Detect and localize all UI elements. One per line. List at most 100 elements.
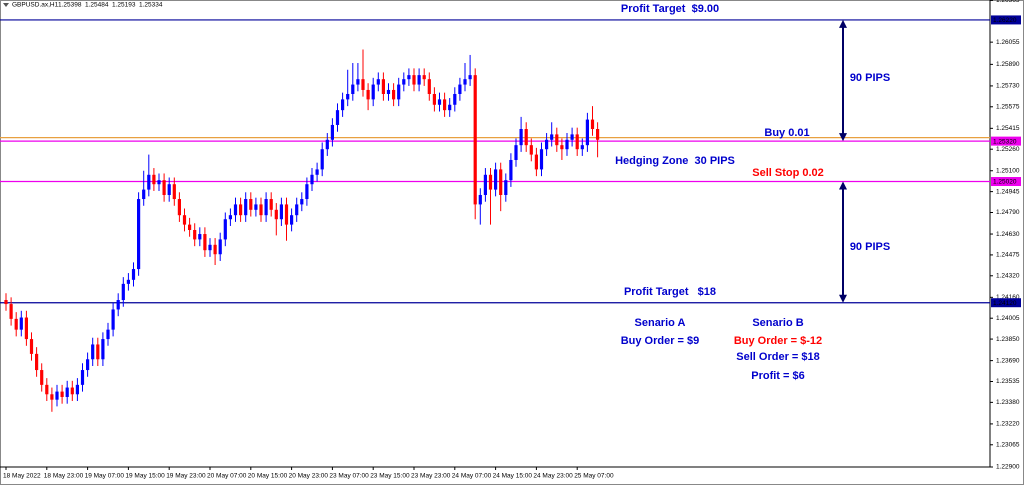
y-tick-label: 1.24320 <box>996 273 1020 280</box>
y-tick-label: 1.25260 <box>996 146 1020 153</box>
candle-body <box>483 174 487 195</box>
candle-body <box>524 129 528 146</box>
header-value: 1.25193 <box>112 2 136 9</box>
y-tick-label: 1.25890 <box>996 61 1020 68</box>
candle-body <box>458 84 462 94</box>
candle-body <box>14 318 18 330</box>
candle-body <box>590 119 595 130</box>
y-tick-label: 1.26055 <box>996 39 1020 46</box>
candle-body <box>269 199 273 210</box>
candle-body <box>555 134 559 146</box>
candle-body <box>315 169 319 175</box>
candle-body <box>182 215 187 225</box>
candle-body <box>575 134 579 150</box>
x-tick-label: 23 May 23:00 <box>411 473 451 480</box>
x-tick-label: 24 May 07:00 <box>452 473 492 480</box>
candle-body <box>539 149 544 170</box>
candle-body <box>346 93 350 100</box>
candle-body <box>35 353 39 371</box>
header-value: 1.25484 <box>85 2 109 9</box>
candle-body <box>468 75 472 80</box>
candle-body <box>422 75 426 80</box>
candle-body <box>397 84 401 100</box>
y-tick-label: 1.25575 <box>996 104 1020 111</box>
annotation: Sell Order = $18 <box>736 351 819 363</box>
x-tick-label: 20 May 23:00 <box>289 473 329 480</box>
candle-body <box>40 370 44 385</box>
candle-body <box>463 79 467 85</box>
candle-body <box>244 199 248 216</box>
y-tick-label: 1.25100 <box>996 167 1020 174</box>
level-label: 1.25320 <box>993 138 1017 145</box>
candle-body <box>19 317 23 330</box>
y-tick-label: 1.24945 <box>996 188 1020 195</box>
candle-body <box>305 184 309 200</box>
candle-body <box>550 134 554 140</box>
candle-body <box>121 283 125 301</box>
candle-body <box>279 204 283 220</box>
candle-body <box>254 204 258 210</box>
x-tick-label: 20 May 15:00 <box>248 473 288 480</box>
candle-body <box>126 279 130 284</box>
candle-body <box>361 79 365 90</box>
candle-body <box>432 93 436 105</box>
candle-body <box>499 169 503 195</box>
candle-body <box>427 79 431 94</box>
candle-body <box>320 149 324 170</box>
candle-body <box>162 180 166 195</box>
candle-body <box>295 204 299 216</box>
y-tick-label: 1.25730 <box>996 83 1020 90</box>
candle-body <box>167 184 171 195</box>
candle-body <box>264 199 268 216</box>
candle-body <box>560 145 564 150</box>
annotation: Buy Order = $9 <box>621 335 700 347</box>
candle-body <box>494 169 498 190</box>
candle-body <box>177 199 181 216</box>
candle-body <box>96 344 100 360</box>
arrow-head <box>839 294 847 303</box>
candle-body <box>386 89 391 94</box>
candle-body <box>198 234 202 240</box>
level-box <box>991 177 1021 187</box>
candle-body <box>351 84 355 94</box>
candle-body <box>417 75 421 85</box>
level-box <box>991 15 1021 25</box>
candle-body <box>478 194 482 205</box>
y-tick-label: 1.23535 <box>996 378 1020 385</box>
y-tick-label: 1.23850 <box>996 336 1020 343</box>
symbol-icon <box>3 3 9 7</box>
annotation: Buy 0.01 <box>764 127 809 139</box>
candle-body <box>509 159 513 181</box>
x-tick-label: 23 May 15:00 <box>370 473 410 480</box>
y-tick-label: 1.24475 <box>996 252 1020 259</box>
x-tick-label: 19 May 23:00 <box>166 473 206 480</box>
candle-body <box>335 110 340 125</box>
candle-body <box>249 199 253 210</box>
candle-body <box>91 344 95 360</box>
candle-body <box>376 79 380 85</box>
candle-body <box>392 89 396 100</box>
candle-body <box>534 154 538 170</box>
annotation: Profit Target $9.00 <box>621 3 719 15</box>
candle-body <box>504 180 508 195</box>
candle-body <box>330 124 334 140</box>
candle-body <box>75 384 79 395</box>
candle-body <box>310 174 314 185</box>
y-tick-label: 1.24790 <box>996 209 1020 216</box>
candle-body <box>4 300 8 305</box>
y-tick-label: 1.24005 <box>996 315 1020 322</box>
level-label: 1.26220 <box>993 17 1017 24</box>
candle-body <box>473 75 477 205</box>
candle-body <box>137 199 141 270</box>
candle-body <box>152 174 156 185</box>
candle-body <box>371 84 375 100</box>
candle-body <box>284 204 289 225</box>
candle-body <box>142 189 146 200</box>
candle-body <box>325 139 329 150</box>
arrow-head <box>839 181 847 190</box>
x-tick-label: 24 May 23:00 <box>533 473 573 480</box>
candle-body <box>29 339 34 354</box>
candle-body <box>188 224 192 230</box>
y-tick-label: 1.24630 <box>996 231 1020 238</box>
